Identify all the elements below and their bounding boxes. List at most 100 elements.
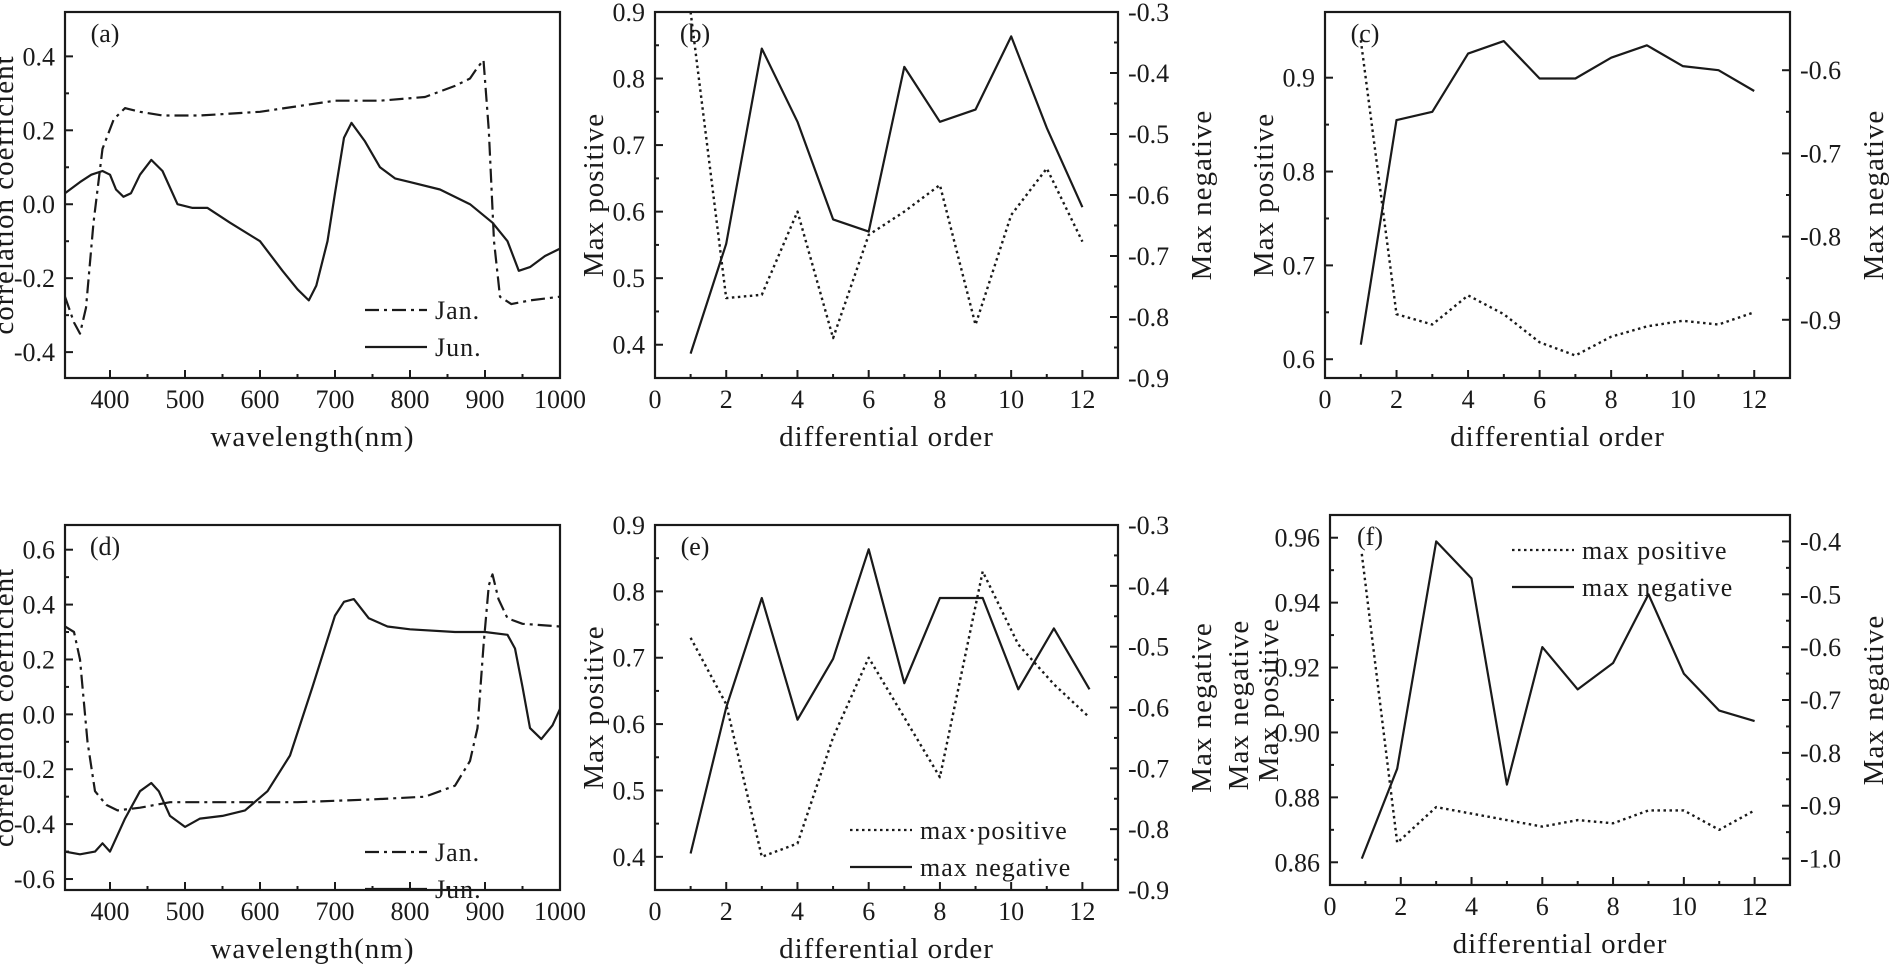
y-tick-label: 0.7 bbox=[613, 131, 646, 160]
panel-f: 0 2 4 6 8 10 12 0.86 0.88 0.90 0.92 0.94 0.96 -1.0 -0.… bbox=[1223, 513, 1890, 960]
y-axis-label: correlation coefficient bbox=[0, 55, 20, 334]
x-tick-label: 0 bbox=[1324, 892, 1337, 921]
x-axis-label: wavelength(nm) bbox=[210, 421, 414, 453]
legend-label: Jun. bbox=[435, 875, 482, 904]
x-tick-label: 10 bbox=[998, 897, 1024, 926]
series-line-jun- bbox=[65, 598, 560, 856]
legend-label: max·positive bbox=[920, 816, 1068, 845]
y2-tick-label: -0.9 bbox=[1128, 364, 1169, 393]
series-line-max-negative bbox=[689, 35, 1084, 354]
series-line-max-positive bbox=[1360, 553, 1756, 844]
y-tick-label: 0.9 bbox=[1283, 64, 1316, 93]
y2-tick-label: -0.9 bbox=[1800, 306, 1841, 335]
y2-tick-label: -0.7 bbox=[1800, 686, 1841, 715]
y2-axis-label: Max negative bbox=[1186, 110, 1218, 281]
x-tick-label: 10 bbox=[1670, 385, 1696, 414]
x-tick-label: 8 bbox=[1607, 892, 1620, 921]
series-line-max-positive bbox=[1359, 40, 1755, 357]
y2-tick-label: -0.5 bbox=[1128, 120, 1169, 149]
legend-label: Jun. bbox=[435, 333, 482, 362]
y-tick-label: 0.7 bbox=[1283, 251, 1316, 280]
x-axis-label: differential order bbox=[1450, 421, 1665, 453]
series-line-jan- bbox=[65, 573, 560, 812]
plot-frame bbox=[1323, 10, 1792, 380]
plot-frame bbox=[63, 523, 562, 892]
panel-label: (d) bbox=[90, 532, 120, 561]
y-tick-label: 0.8 bbox=[613, 65, 646, 94]
y-tick-label: 0.6 bbox=[23, 536, 56, 565]
y-tick-label: 0.9 bbox=[613, 0, 646, 27]
y-tick-label: -0.4 bbox=[14, 810, 55, 839]
x-tick-label: 700 bbox=[316, 385, 355, 414]
y2-tick-label: -0.9 bbox=[1800, 792, 1841, 821]
x-tick-label: 600 bbox=[241, 385, 280, 414]
x-tick-label: 8 bbox=[1605, 385, 1618, 414]
x-tick-label: 12 bbox=[1069, 385, 1095, 414]
x-tick-label: 400 bbox=[91, 385, 130, 414]
panel-a: 400 500 600 700 800 900 1000 -0.4 -0.2 0.0 0.2 0.4 w… bbox=[0, 10, 586, 453]
x-tick-label: 900 bbox=[466, 897, 505, 926]
y-tick-label: -0.2 bbox=[14, 755, 55, 784]
plot-frame bbox=[63, 10, 562, 380]
x-tick-label: 8 bbox=[933, 385, 946, 414]
x-tick-label: 8 bbox=[933, 897, 946, 926]
x-tick-label: 500 bbox=[166, 897, 205, 926]
panel-b: 0 2 4 6 8 10 12 0.4 0.5 0.6 0.7 0.8 0.9 -0.9 -0.8 -0.7 -… bbox=[578, 0, 1218, 453]
x-tick-label: 1000 bbox=[534, 897, 586, 926]
y-axis-label: Max positive bbox=[1253, 618, 1285, 782]
legend-label: max negative bbox=[920, 853, 1071, 882]
y-tick-label: 0.8 bbox=[613, 577, 646, 606]
y-tick-label: 0.88 bbox=[1275, 783, 1321, 812]
x-tick-label: 700 bbox=[316, 897, 355, 926]
x-tick-label: 6 bbox=[1536, 892, 1549, 921]
y2-tick-label: -0.9 bbox=[1128, 876, 1169, 905]
y-tick-label: 0.7 bbox=[613, 644, 646, 673]
y-axis-label: correlation coefficient bbox=[0, 568, 20, 847]
x-tick-label: 6 bbox=[1533, 385, 1546, 414]
panel-c: 0 2 4 6 8 10 12 0.6 0.7 0.8 0.9 -0.9 -0.8 -0.7 -0.6 dif… bbox=[1248, 10, 1890, 453]
x-tick-label: 1000 bbox=[534, 385, 586, 414]
y2-tick-label: -0.4 bbox=[1128, 59, 1169, 88]
plot-frame bbox=[653, 10, 1120, 380]
x-tick-label: 0 bbox=[649, 897, 662, 926]
y-tick-label: 0.86 bbox=[1275, 848, 1321, 877]
x-tick-label: 4 bbox=[1465, 892, 1478, 921]
y-tick-label: 0.9 bbox=[613, 511, 646, 540]
y-tick-label: 0.2 bbox=[23, 645, 56, 674]
y-tick-label: 0.4 bbox=[613, 843, 646, 872]
panel-label: (a) bbox=[91, 19, 120, 48]
y2-axis-label: Max negative bbox=[1186, 622, 1218, 793]
y-tick-label: 0.5 bbox=[613, 776, 646, 805]
legend-label: max negative bbox=[1582, 573, 1733, 602]
y-axis-label: Max positive bbox=[1248, 113, 1280, 277]
x-tick-label: 4 bbox=[791, 897, 804, 926]
y2-axis-label: Max negative bbox=[1858, 110, 1890, 281]
y2-tick-label: -0.8 bbox=[1128, 815, 1169, 844]
x-tick-label: 2 bbox=[720, 897, 733, 926]
y-tick-label: -0.4 bbox=[14, 338, 55, 367]
x-axis-label: wavelength(nm) bbox=[210, 933, 414, 965]
series-line-jun- bbox=[65, 121, 560, 302]
panel-e: 0 2 4 6 8 10 12 0.4 0.5 0.6 0.7 0.8 0.9 -0.9 -0.8 -0.7 -… bbox=[578, 511, 1218, 965]
series-line-max-negative bbox=[1360, 540, 1755, 860]
x-tick-label: 600 bbox=[241, 897, 280, 926]
x-tick-label: 10 bbox=[1671, 892, 1697, 921]
x-tick-label: 4 bbox=[1462, 385, 1475, 414]
y-tick-label: 0.4 bbox=[23, 42, 56, 71]
x-axis-label: differential order bbox=[1453, 928, 1668, 960]
legend-label: max positive bbox=[1582, 536, 1728, 565]
x-tick-label: 900 bbox=[466, 385, 505, 414]
y-tick-label: 0.2 bbox=[23, 116, 56, 145]
y-axis-label: Max positive bbox=[578, 113, 610, 277]
y2-axis-label: Max negative bbox=[1858, 615, 1890, 786]
series-line-max-positive bbox=[689, 570, 1091, 858]
x-tick-label: 400 bbox=[91, 897, 130, 926]
y-axis-label-overlay: Max negative bbox=[1223, 620, 1255, 791]
y-tick-label: 0.0 bbox=[23, 700, 56, 729]
y-tick-label: 0.8 bbox=[1283, 158, 1316, 187]
x-tick-label: 12 bbox=[1742, 892, 1768, 921]
x-tick-label: 6 bbox=[862, 385, 875, 414]
x-axis-label: differential order bbox=[779, 933, 994, 965]
x-tick-label: 4 bbox=[791, 385, 804, 414]
